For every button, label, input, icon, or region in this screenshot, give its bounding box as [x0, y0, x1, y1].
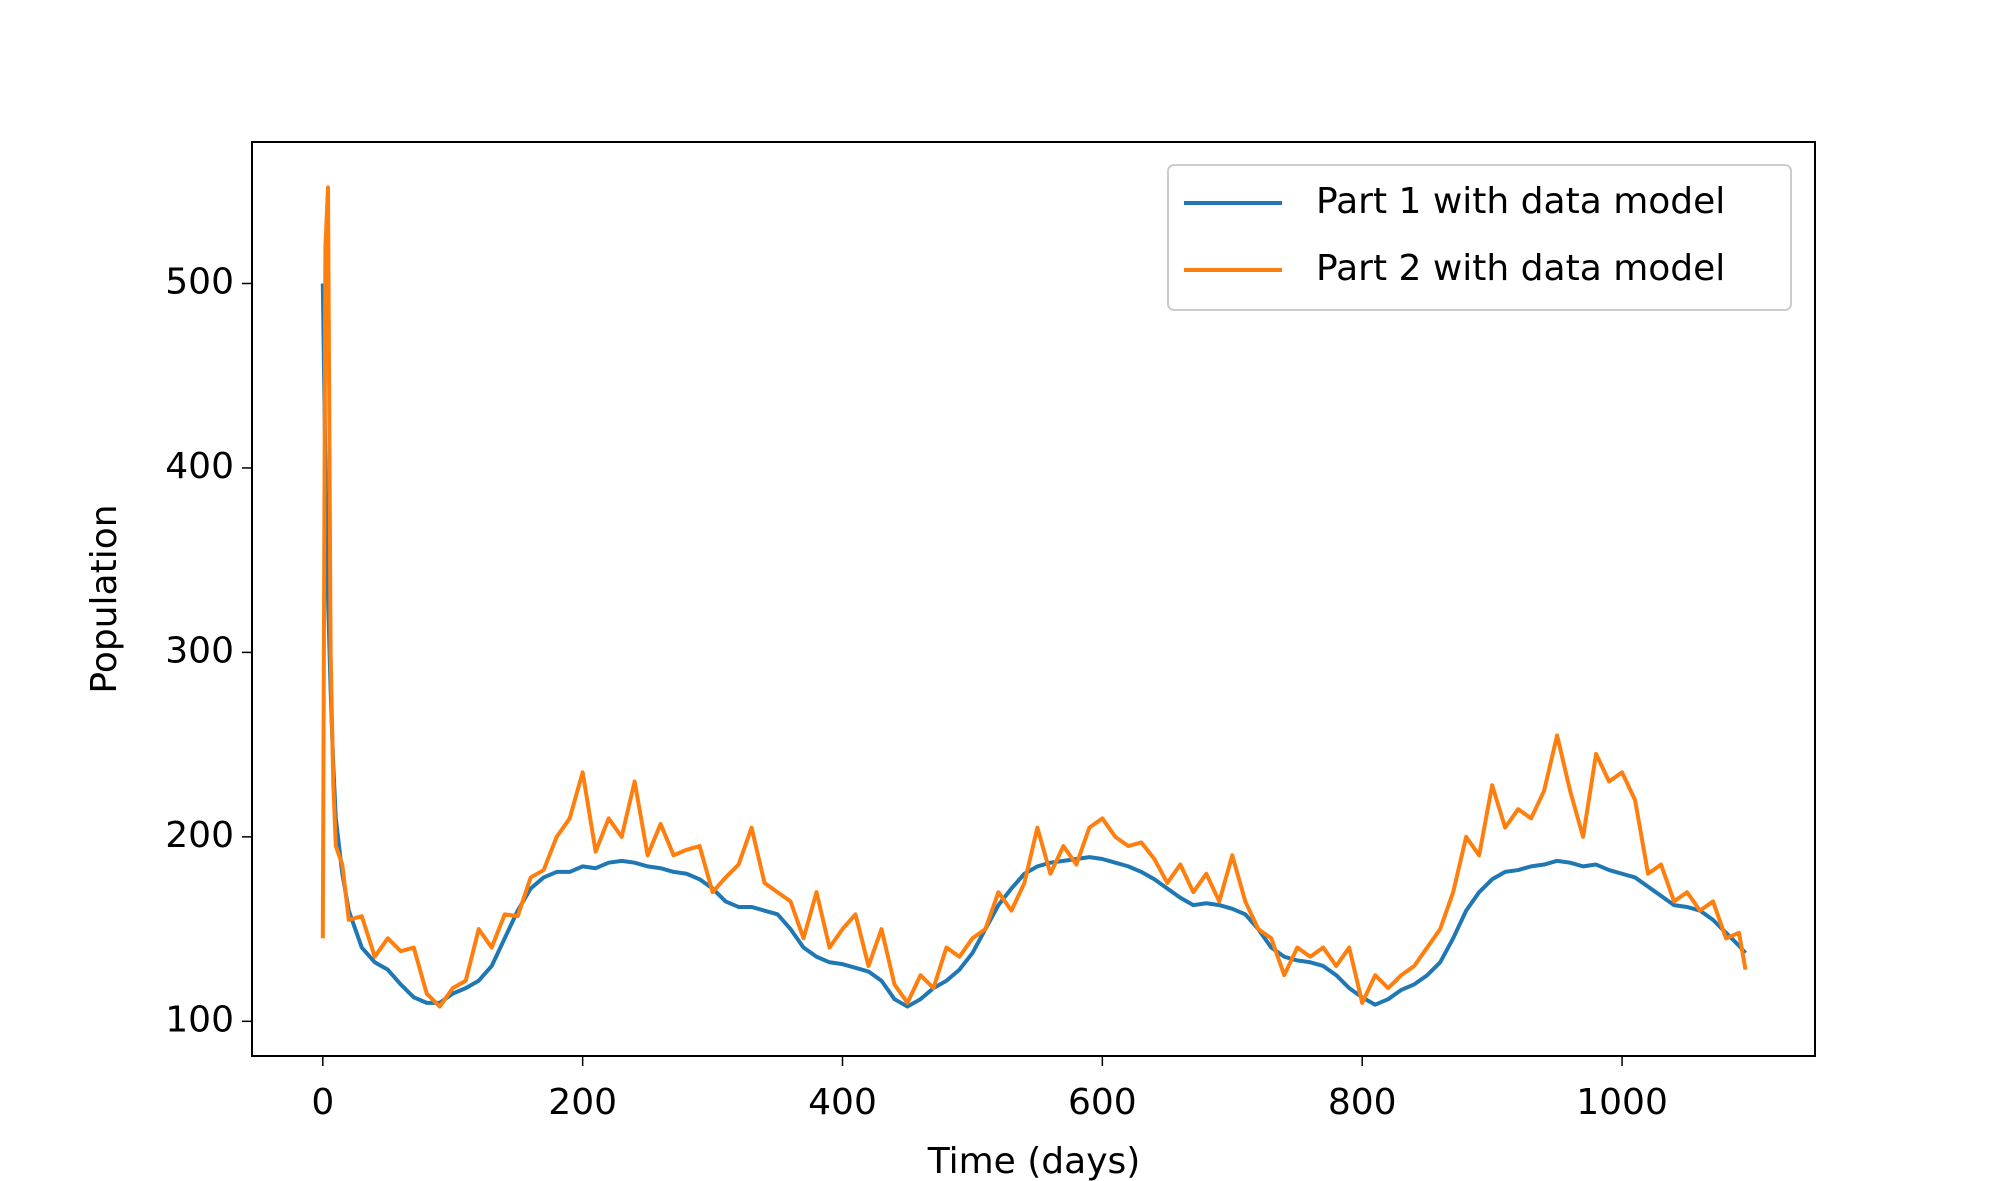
y-tick-label: 100	[165, 999, 234, 1040]
y-tick-label: 300	[165, 630, 234, 671]
y-tick-label: 400	[165, 446, 234, 487]
legend-label: Part 1 with data model	[1316, 181, 1725, 222]
x-axis-label: Time (days)	[927, 1141, 1141, 1181]
x-tick-label: 800	[1328, 1082, 1397, 1123]
x-tick-label: 0	[311, 1082, 334, 1123]
y-axis-label: Population	[84, 504, 125, 693]
x-tick-label: 200	[548, 1082, 617, 1123]
y-tick-label: 200	[165, 815, 234, 856]
series-line	[320, 283, 1747, 1009]
x-tick-label: 400	[808, 1082, 877, 1123]
legend-label: Part 2 with data model	[1316, 248, 1725, 289]
legend-box	[1167, 164, 1792, 311]
x-tick-label: 1000	[1576, 1082, 1668, 1123]
plot-frame	[251, 141, 1816, 1057]
x-tick-label: 600	[1068, 1082, 1137, 1123]
y-tick-label: 500	[165, 261, 234, 302]
series-line	[320, 185, 1748, 1009]
